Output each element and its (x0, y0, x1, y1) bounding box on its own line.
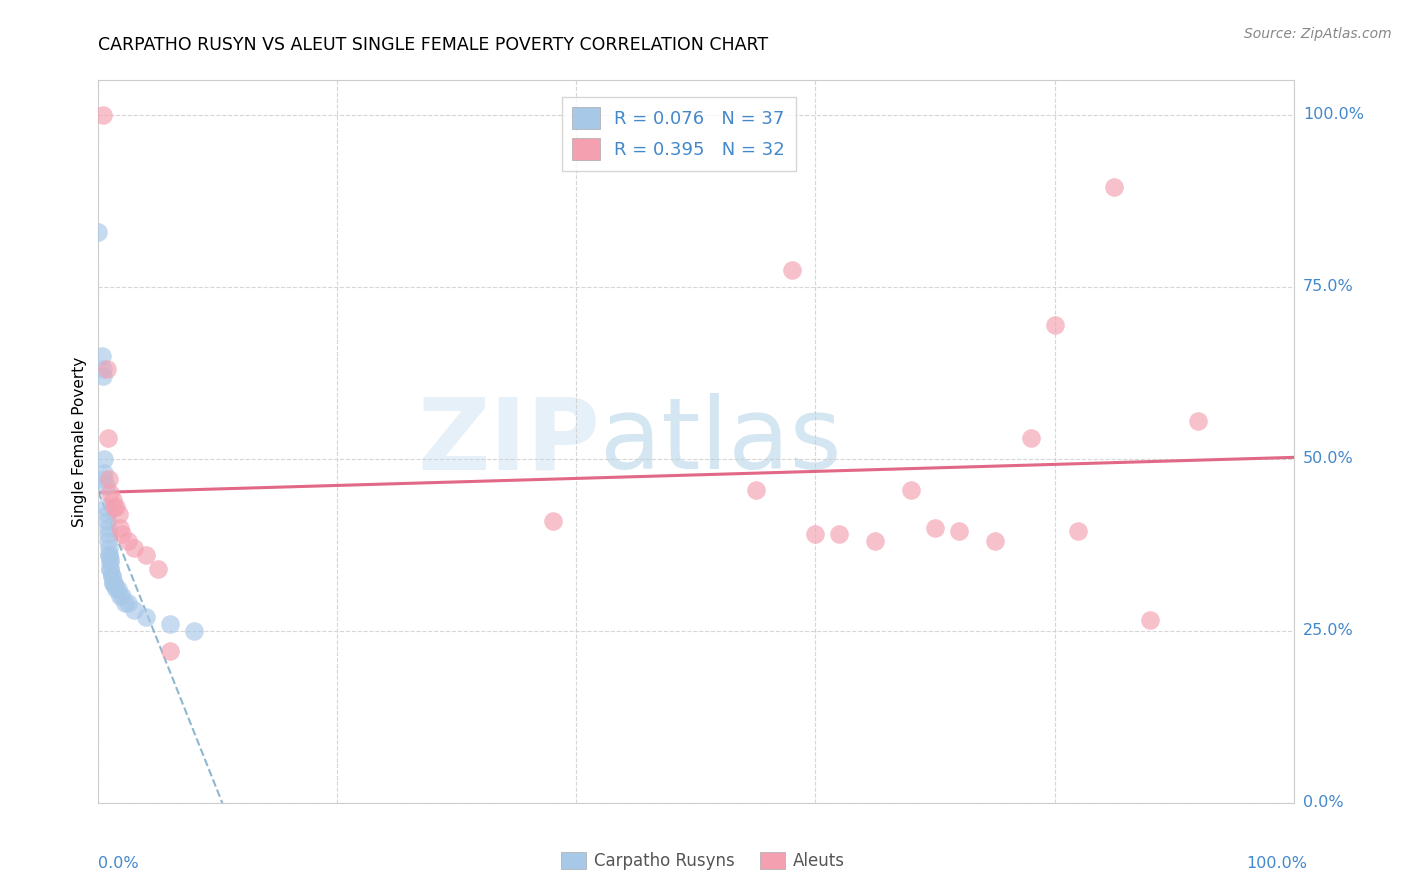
Point (108, 590, 131, 604)
Text: 50.0%: 50.0% (1303, 451, 1354, 467)
Legend: R = 0.076   N = 37, R = 0.395   N = 32: R = 0.076 N = 37, R = 0.395 N = 32 (561, 96, 796, 171)
Point (159, 644, 181, 658)
Point (100, 568, 122, 582)
Point (101, 575, 124, 590)
Point (111, 590, 134, 604)
Point (103, 575, 125, 590)
Text: 25.0%: 25.0% (1303, 624, 1354, 639)
Legend: Carpatho Rusyns, Aleuts: Carpatho Rusyns, Aleuts (554, 845, 852, 877)
Point (135, 610, 157, 624)
Point (101, 493, 124, 508)
Point (103, 500, 125, 514)
Point (111, 527, 134, 541)
Point (1043, 318, 1066, 332)
Y-axis label: Single Female Poverty: Single Female Poverty (72, 357, 87, 526)
Point (91, 108, 114, 122)
Point (1139, 614, 1161, 628)
Point (865, 534, 887, 549)
Point (87, 225, 110, 239)
Point (104, 579, 127, 593)
Point (541, 514, 564, 528)
Point (93, 466, 115, 480)
Point (159, 616, 181, 631)
Point (183, 624, 205, 638)
Point (96, 362, 118, 376)
Point (91, 349, 114, 363)
Text: 0.0%: 0.0% (98, 856, 139, 871)
Point (98, 562, 122, 576)
Point (1019, 431, 1042, 445)
Point (94, 500, 117, 514)
Point (828, 527, 851, 541)
Point (1104, 180, 1126, 194)
Point (100, 568, 122, 582)
Point (91, 362, 114, 376)
Point (117, 534, 139, 549)
Text: ZIP: ZIP (418, 393, 600, 490)
Point (101, 575, 124, 590)
Text: 100.0%: 100.0% (1303, 107, 1364, 122)
Point (900, 483, 922, 497)
Point (98, 541, 121, 556)
Point (107, 582, 129, 597)
Point (148, 562, 170, 576)
Point (93, 472, 115, 486)
Point (98, 555, 122, 569)
Point (114, 596, 136, 610)
Text: 75.0%: 75.0% (1303, 279, 1354, 294)
Point (94, 479, 117, 493)
Point (96, 507, 118, 521)
Point (98, 472, 121, 486)
Point (124, 541, 146, 556)
Text: 0.0%: 0.0% (1303, 796, 1344, 810)
Point (98, 551, 122, 566)
Point (96, 514, 118, 528)
Point (97, 431, 120, 445)
Point (984, 534, 1007, 549)
Point (97, 534, 120, 549)
Point (105, 500, 128, 514)
Point (98, 486, 122, 500)
Point (948, 524, 970, 538)
Text: 100.0%: 100.0% (1247, 856, 1308, 871)
Text: Source: ZipAtlas.com: Source: ZipAtlas.com (1244, 27, 1392, 41)
Point (98, 548, 121, 562)
Point (745, 483, 768, 497)
Point (98, 548, 121, 562)
Point (98, 562, 122, 576)
Point (107, 507, 129, 521)
Point (97, 527, 120, 541)
Point (780, 262, 803, 277)
Point (105, 582, 128, 597)
Point (1067, 524, 1090, 538)
Point (93, 451, 115, 466)
Text: CARPATHO RUSYN VS ALEUT SINGLE FEMALE POVERTY CORRELATION CHART: CARPATHO RUSYN VS ALEUT SINGLE FEMALE PO… (98, 36, 769, 54)
Point (117, 596, 139, 610)
Point (97, 520, 120, 534)
Point (124, 603, 146, 617)
Point (1187, 414, 1209, 428)
Point (924, 520, 946, 534)
Point (108, 520, 131, 534)
Point (804, 527, 827, 541)
Text: atlas: atlas (600, 393, 842, 490)
Point (135, 548, 157, 562)
Point (91, 369, 114, 384)
